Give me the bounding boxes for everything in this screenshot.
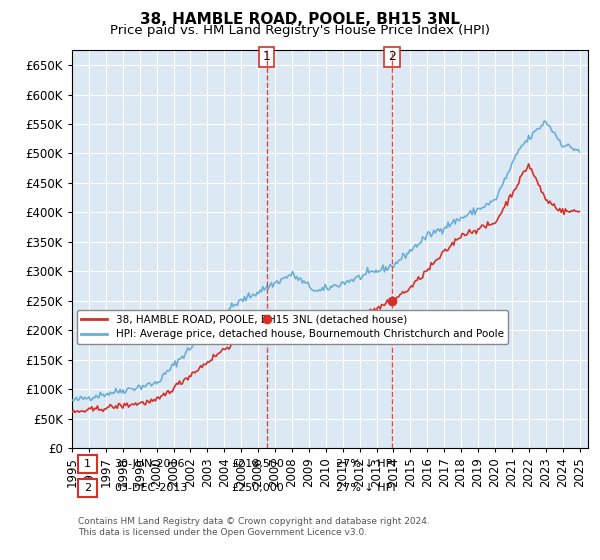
Text: 2: 2 — [388, 50, 396, 63]
Text: Contains HM Land Registry data © Crown copyright and database right 2024.: Contains HM Land Registry data © Crown c… — [78, 517, 430, 526]
Text: £250,000: £250,000 — [231, 483, 284, 493]
Text: £218,500: £218,500 — [231, 459, 284, 469]
Text: 30-JUN-2006: 30-JUN-2006 — [114, 459, 185, 469]
Text: 2: 2 — [84, 483, 91, 493]
Text: Price paid vs. HM Land Registry's House Price Index (HPI): Price paid vs. HM Land Registry's House … — [110, 24, 490, 36]
Text: 1: 1 — [263, 50, 271, 63]
Text: This data is licensed under the Open Government Licence v3.0.: This data is licensed under the Open Gov… — [78, 528, 367, 537]
Text: 27% ↓ HPI: 27% ↓ HPI — [336, 459, 395, 469]
Text: 27% ↓ HPI: 27% ↓ HPI — [336, 483, 395, 493]
Text: 03-DEC-2013: 03-DEC-2013 — [114, 483, 187, 493]
Legend: 38, HAMBLE ROAD, POOLE, BH15 3NL (detached house), HPI: Average price, detached : 38, HAMBLE ROAD, POOLE, BH15 3NL (detach… — [77, 310, 508, 344]
Text: 38, HAMBLE ROAD, POOLE, BH15 3NL: 38, HAMBLE ROAD, POOLE, BH15 3NL — [140, 12, 460, 27]
Text: 1: 1 — [84, 459, 91, 469]
